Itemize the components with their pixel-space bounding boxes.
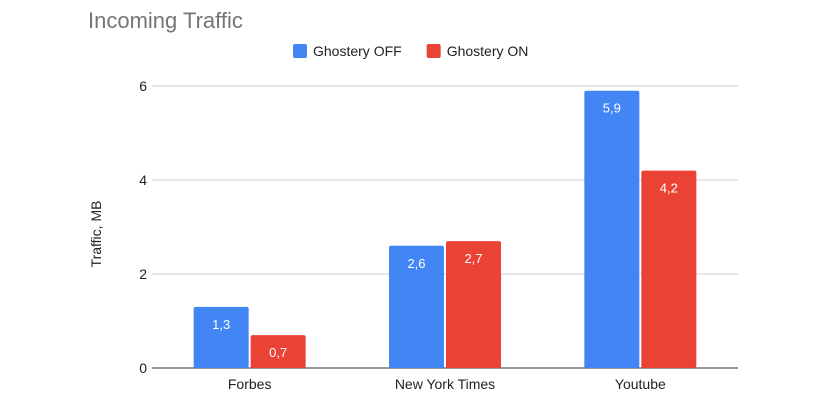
bar-data-label: 2,6	[407, 256, 425, 271]
bar-ghostery-off-forbes	[193, 306, 249, 368]
gridlines	[152, 85, 738, 369]
y-axis-ticks: 0 2 4 6	[139, 78, 147, 376]
bar-data-label: 0,7	[269, 345, 287, 360]
bar-ghostery-on-youtube	[641, 170, 697, 368]
bar-labels: 1,3 0,7 2,6 2,7 5,9 4,2	[212, 101, 678, 360]
x-category-label: New York Times	[395, 376, 495, 392]
bar-data-label: 5,9	[603, 101, 621, 116]
y-tick-label: 6	[139, 78, 147, 94]
legend: Ghostery OFF Ghostery ON	[293, 43, 528, 59]
bar-data-label: 1,3	[212, 317, 230, 332]
y-axis-title: Traffic, MB	[88, 201, 104, 268]
y-tick-label: 4	[139, 172, 147, 188]
bar-ghostery-off-youtube	[584, 90, 640, 368]
y-tick-label: 0	[139, 360, 147, 376]
chart-title: Incoming Traffic	[88, 8, 243, 33]
y-tick-label: 2	[139, 266, 147, 282]
bar-ghostery-on-forbes	[250, 335, 306, 368]
x-category-label: Youtube	[615, 376, 666, 392]
bar-data-label: 4,2	[660, 181, 678, 196]
bars	[193, 90, 697, 368]
bar-ghostery-on-new-york-times	[446, 241, 501, 368]
x-category-label: Forbes	[228, 376, 272, 392]
x-axis-categories: Forbes New York Times Youtube	[228, 376, 666, 392]
legend-label: Ghostery OFF	[313, 43, 402, 59]
legend-label: Ghostery ON	[447, 43, 529, 59]
legend-swatch	[293, 44, 307, 58]
bar-ghostery-off-new-york-times	[389, 245, 444, 368]
bar-data-label: 2,7	[464, 251, 482, 266]
legend-swatch	[426, 44, 441, 58]
